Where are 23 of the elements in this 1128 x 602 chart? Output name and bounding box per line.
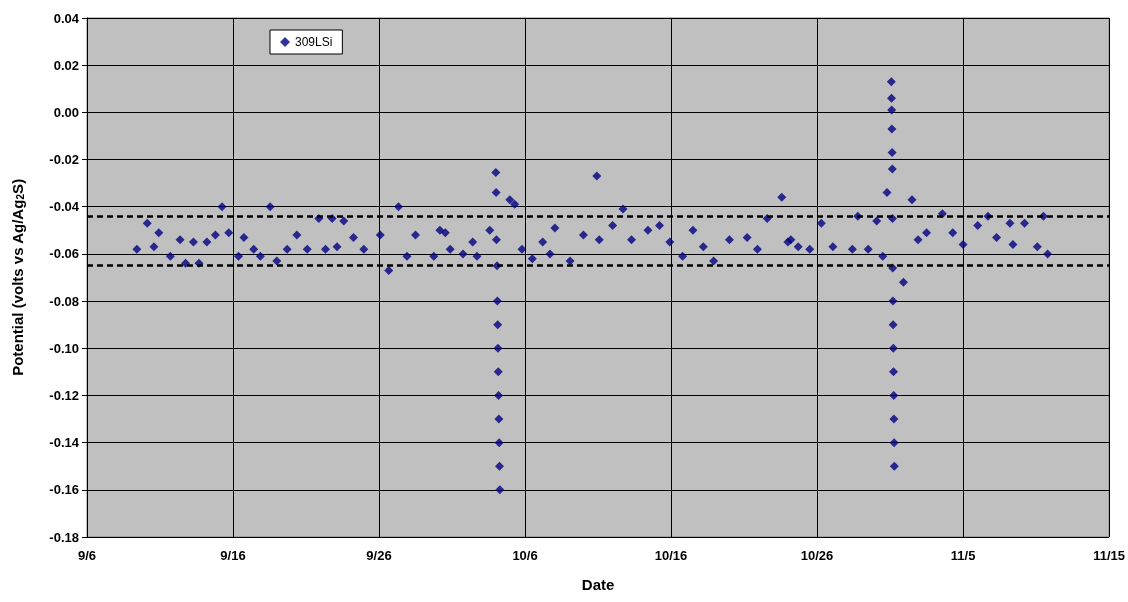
x-tick-label: 10/16 — [654, 548, 688, 563]
x-tick-label: 10/6 — [512, 548, 538, 563]
y-tick-label: -0.06 — [49, 246, 79, 262]
y-tick-label: 0.04 — [53, 10, 80, 26]
y-tick-label: 0.02 — [53, 57, 79, 73]
y-tick-label: -0.14 — [49, 435, 80, 451]
y-tick-label: -0.12 — [49, 387, 79, 403]
y-tick-label: -0.04 — [49, 199, 80, 215]
y-axis-title: Potential (volts vs Ag/Ag2S) — [8, 178, 26, 376]
x-tick-label: 11/5 — [950, 548, 976, 563]
y-tick-label: -0.08 — [49, 293, 79, 309]
y-tick-label: -0.18 — [49, 529, 79, 545]
x-tick-label: 9/6 — [77, 548, 97, 563]
legend-label: 309LSi — [295, 35, 333, 49]
x-tick-label: 9/26 — [366, 548, 392, 563]
x-tick-label: 9/16 — [220, 548, 246, 563]
y-tick-label: 0.00 — [53, 104, 79, 120]
y-tick-label: -0.10 — [49, 340, 79, 356]
y-tick-label: -0.16 — [49, 482, 79, 498]
x-axis-title: Date — [581, 576, 615, 593]
x-tick-label: 11/15 — [1093, 548, 1126, 563]
y-tick-label: -0.02 — [49, 152, 79, 168]
x-tick-label: 10/26 — [800, 548, 834, 563]
